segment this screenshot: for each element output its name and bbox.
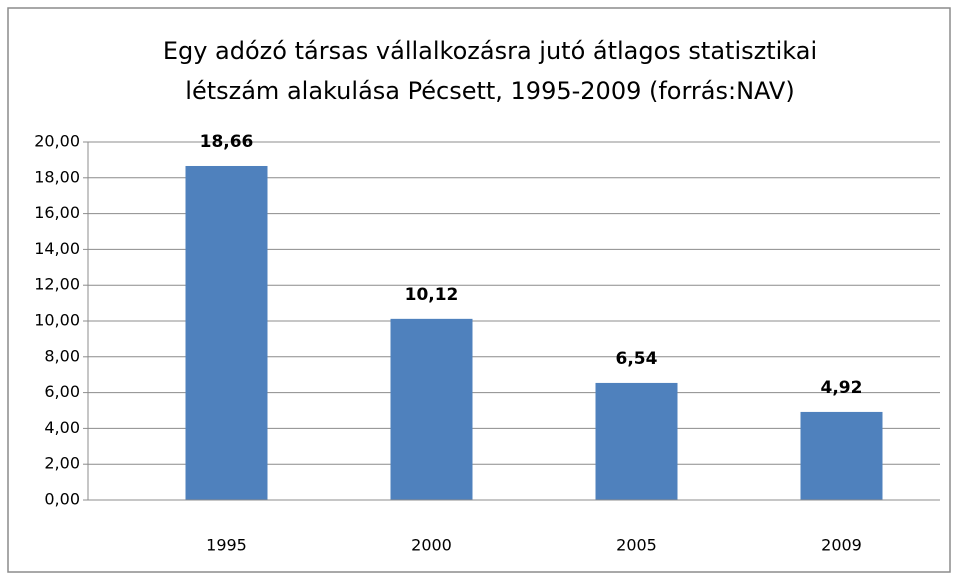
value-label: 18,66 [200,132,254,152]
y-tick-label: 20,00 [34,132,80,151]
y-tick-label: 18,00 [34,167,80,186]
chart-border [7,7,951,573]
y-tick-label: 4,00 [44,418,80,437]
x-tick-label: 2000 [411,536,452,555]
y-tick-label: 16,00 [34,203,80,222]
y-tick-label: 12,00 [34,275,80,294]
x-tick-label: 1995 [206,536,247,555]
chart-title: létszám alakulása Pécsett, 1995-2009 (fo… [185,77,794,105]
value-label: 4,92 [821,378,863,398]
bar [595,382,678,500]
bar [185,165,268,500]
chart-title: Egy adózó társas vállalkozásra jutó átla… [163,37,817,65]
y-tick-label: 6,00 [44,382,80,401]
y-tick-label: 14,00 [34,239,80,258]
y-tick-label: 0,00 [44,490,80,509]
value-label: 10,12 [405,285,459,305]
y-tick-label: 8,00 [44,346,80,365]
bar [800,411,883,500]
bar [390,318,473,500]
y-tick-label: 2,00 [44,454,80,473]
x-tick-label: 2009 [821,536,862,555]
x-tick-label: 2005 [616,536,657,555]
value-label: 6,54 [616,349,658,369]
y-tick-label: 10,00 [34,311,80,330]
